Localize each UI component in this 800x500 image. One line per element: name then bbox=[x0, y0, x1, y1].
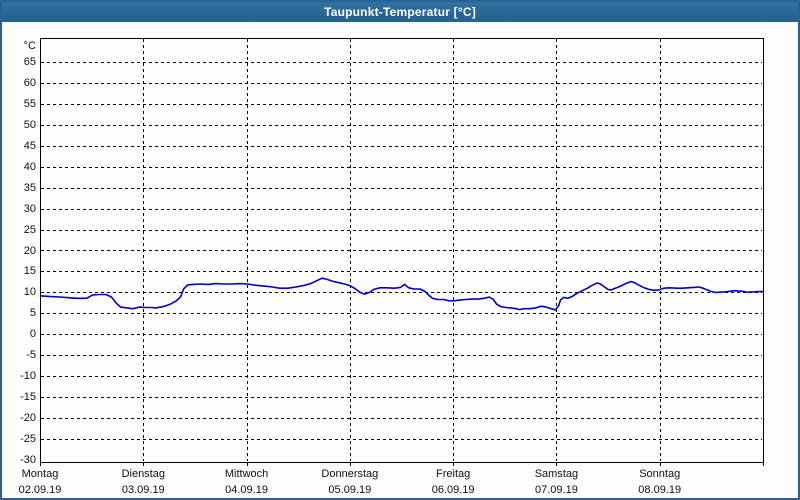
y-tick-label: 10 bbox=[23, 286, 36, 299]
y-tick-label: -25 bbox=[20, 433, 36, 446]
y-tick-label: 40 bbox=[23, 160, 36, 173]
y-tick-label: 60 bbox=[23, 76, 36, 89]
y-tick-label: -20 bbox=[20, 412, 36, 425]
y-tick-label: 50 bbox=[23, 118, 36, 131]
x-weekday-label: Donnerstag bbox=[321, 468, 379, 480]
x-weekday-label: Sonntag bbox=[639, 468, 681, 480]
y-tick-label: -15 bbox=[20, 391, 36, 404]
y-tick-label: -5 bbox=[26, 349, 36, 362]
y-tick-label: -30 bbox=[20, 454, 36, 466]
x-weekday-label: Montag bbox=[21, 468, 59, 480]
y-tick-label: 35 bbox=[23, 181, 36, 194]
y-axis-unit-label: °C bbox=[23, 40, 36, 52]
x-date-label: 03.09.19 bbox=[121, 484, 165, 496]
window-titlebar[interactable]: Taupunkt-Temperatur [°C] bbox=[2, 2, 798, 22]
x-weekday-label: Dienstag bbox=[121, 468, 165, 480]
plot-border bbox=[40, 38, 764, 463]
x-weekday-label: Samstag bbox=[534, 468, 579, 480]
x-date-label: 07.09.19 bbox=[535, 484, 578, 496]
x-date-label: 06.09.19 bbox=[431, 484, 475, 496]
x-date-label: 05.09.19 bbox=[328, 484, 372, 496]
x-date-label: 02.09.19 bbox=[18, 484, 62, 496]
y-tick-label: 5 bbox=[29, 307, 36, 320]
y-tick-label: 30 bbox=[23, 202, 36, 215]
x-weekday-label: Mittwoch bbox=[224, 468, 269, 480]
y-tick-label: 55 bbox=[23, 97, 36, 110]
window-title: Taupunkt-Temperatur [°C] bbox=[324, 5, 476, 19]
x-weekday-label: Freitag bbox=[436, 468, 471, 480]
y-tick-label: 15 bbox=[23, 265, 36, 278]
y-tick-label: 20 bbox=[23, 244, 36, 257]
dewpoint-line-series bbox=[39, 277, 763, 311]
x-date-label: 08.09.19 bbox=[638, 484, 682, 496]
y-tick-label: 65 bbox=[23, 55, 36, 68]
y-tick-label: 0 bbox=[29, 328, 36, 341]
y-tick-label: 45 bbox=[23, 139, 36, 152]
x-date-label: 04.09.19 bbox=[225, 484, 268, 496]
y-tick-label: -10 bbox=[20, 370, 36, 383]
y-tick-label: 25 bbox=[23, 223, 36, 236]
